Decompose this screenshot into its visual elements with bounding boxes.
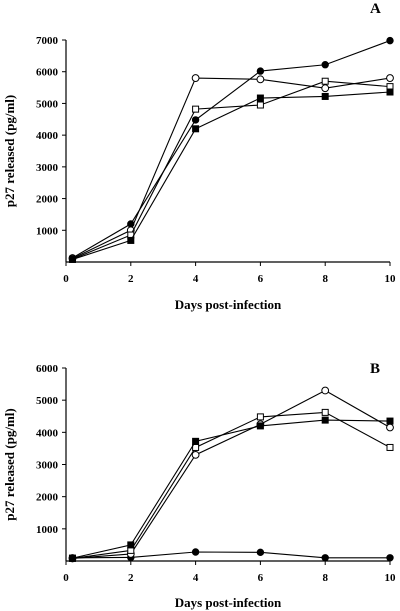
data-point	[321, 408, 329, 416]
x-tick-label: 10	[385, 572, 397, 584]
data-point	[386, 417, 394, 425]
x-tick-label: 6	[258, 273, 264, 285]
y-tick-label: 3000	[36, 162, 59, 174]
y-tick-label: 4000	[36, 130, 59, 142]
data-point	[191, 74, 200, 82]
series-open-square	[68, 77, 394, 263]
y-tick-label: 1000	[36, 524, 59, 536]
x-tick-label: 2	[128, 273, 134, 285]
x-tick-label: 4	[193, 273, 199, 285]
x-tick-label: 8	[322, 572, 328, 584]
y-tick-label: 5000	[36, 395, 59, 407]
x-tick-label: 0	[63, 572, 69, 584]
data-point	[386, 443, 394, 451]
y-tick-label: 1000	[36, 225, 59, 237]
data-point	[191, 116, 200, 124]
data-point	[386, 88, 394, 96]
x-axis-label: Days post-infection	[175, 297, 282, 312]
series-line	[72, 40, 391, 259]
data-point	[321, 61, 329, 69]
x-tick-label: 8	[322, 273, 328, 285]
data-point	[256, 413, 264, 421]
chart-panel-B: B 0 2 4 6 8 10 1000 2000 3000 4000 5000 6000 Days pos…	[2, 361, 396, 610]
x-tick-label: 2	[128, 572, 134, 584]
x-tick-label: 4	[193, 572, 199, 584]
x-tick-label: 10	[385, 273, 397, 285]
y-tick-label: 6000	[36, 67, 59, 79]
series-line	[72, 80, 391, 260]
data-point	[321, 554, 329, 562]
x-axis-label: Days post-infection	[175, 595, 282, 610]
series-filled-square	[68, 416, 394, 562]
y-axis-label: p27 released (pg/ml)	[2, 95, 17, 207]
series-line	[72, 551, 390, 559]
y-tick-label: 2000	[36, 492, 59, 504]
data-point	[321, 416, 329, 424]
data-point	[192, 437, 200, 445]
data-point	[127, 236, 135, 244]
series-line	[72, 91, 391, 260]
data-point	[68, 255, 76, 263]
chart-panel-A: A 0 2 4 6 8 10 1000 2000 3000 4000 5000 6000 7000 Days…	[2, 1, 396, 312]
y-tick-label: 7000	[36, 35, 59, 47]
series-line	[72, 419, 391, 559]
data-point	[256, 101, 264, 109]
data-point	[192, 125, 200, 133]
y-tick-label: 2000	[36, 194, 59, 206]
data-point	[191, 548, 200, 556]
series-open-circle	[68, 74, 394, 263]
x-tick-label: 0	[63, 273, 69, 285]
data-point	[192, 105, 200, 113]
data-point	[386, 423, 394, 432]
data-point	[386, 554, 394, 562]
series-open-square	[68, 408, 394, 562]
data-point	[321, 386, 330, 395]
data-point	[386, 74, 394, 82]
series-line	[72, 77, 391, 260]
data-point	[256, 548, 265, 557]
y-tick-label: 6000	[36, 363, 59, 375]
series-open-circle	[68, 386, 394, 563]
data-point	[191, 450, 200, 459]
data-point	[68, 554, 76, 562]
data-point	[256, 94, 264, 102]
series-filled-circle	[68, 36, 394, 262]
y-tick-label: 4000	[36, 427, 59, 439]
series-line	[72, 411, 391, 559]
x-tick-label: 6	[258, 572, 264, 584]
y-tick-label: 3000	[36, 460, 59, 472]
panel-label: A	[370, 1, 381, 17]
data-point	[321, 92, 329, 100]
data-point	[127, 541, 135, 549]
series-line	[72, 389, 391, 559]
y-tick-label: 5000	[36, 98, 59, 110]
data-point	[256, 75, 265, 84]
data-point	[321, 77, 329, 85]
data-point	[386, 36, 394, 45]
data-point	[256, 422, 264, 430]
data-point	[321, 84, 330, 93]
panel-label: B	[370, 361, 380, 377]
y-axis-label: p27 released (pg/ml)	[2, 408, 17, 520]
series-filled-square	[68, 88, 394, 263]
data-point	[256, 67, 265, 75]
